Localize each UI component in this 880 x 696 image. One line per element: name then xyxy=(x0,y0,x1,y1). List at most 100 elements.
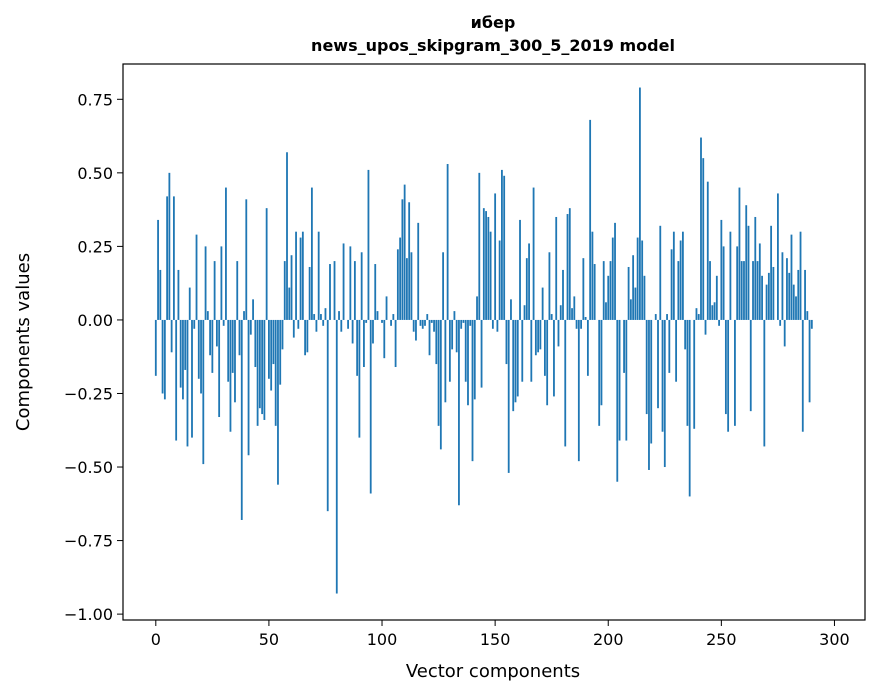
bar xyxy=(605,302,607,320)
bar xyxy=(491,319,494,329)
bar xyxy=(600,319,603,406)
plot-area-frame xyxy=(122,63,866,621)
bar xyxy=(351,319,354,344)
bar xyxy=(797,269,800,320)
bar xyxy=(489,231,492,320)
bar xyxy=(442,252,445,320)
bar xyxy=(598,319,601,426)
bar xyxy=(320,314,322,320)
bar xyxy=(639,87,641,320)
bar xyxy=(322,319,325,326)
y-tick-label: 0.50 xyxy=(77,164,113,183)
bar xyxy=(722,246,725,320)
bar xyxy=(496,319,499,332)
bar xyxy=(184,319,187,370)
bar xyxy=(650,319,653,444)
bar xyxy=(695,308,698,320)
bar xyxy=(326,319,329,512)
bar xyxy=(209,319,211,356)
bar xyxy=(313,314,316,320)
bar xyxy=(177,269,180,320)
bar xyxy=(530,319,533,382)
bar xyxy=(623,319,625,373)
bar xyxy=(478,172,481,320)
bar xyxy=(213,261,216,320)
bar xyxy=(234,319,236,403)
bar xyxy=(365,319,368,323)
bar xyxy=(272,319,275,365)
bar xyxy=(546,319,549,406)
bar xyxy=(501,169,503,320)
y-ticks: −1.00 −0.75 −0.50 −0.25 0.00 0.25 0.50 0.75 xyxy=(64,90,123,624)
bar xyxy=(163,319,166,400)
bar xyxy=(188,287,191,320)
bar xyxy=(747,225,750,320)
bar xyxy=(159,269,162,320)
bar xyxy=(277,319,279,485)
bar xyxy=(247,319,250,456)
bar xyxy=(261,319,264,415)
bar xyxy=(485,211,487,320)
y-axis-label: Components values xyxy=(13,253,34,431)
bar xyxy=(591,231,594,320)
y-tick-label: −0.75 xyxy=(64,532,113,551)
bar xyxy=(618,319,621,441)
bar xyxy=(627,266,630,320)
bar xyxy=(279,319,282,385)
bar xyxy=(670,249,673,320)
bar xyxy=(231,319,234,373)
bar xyxy=(329,264,331,320)
bar xyxy=(301,231,304,320)
y-tick-label: 0.25 xyxy=(77,237,113,256)
bar xyxy=(519,219,521,320)
bar xyxy=(182,319,184,400)
bar xyxy=(460,319,463,329)
bar xyxy=(648,319,650,470)
y-tick-label: −1.00 xyxy=(64,605,113,624)
bar xyxy=(360,252,363,320)
bar xyxy=(758,243,761,320)
bar xyxy=(801,319,804,432)
bar xyxy=(310,187,313,320)
bar xyxy=(421,319,424,329)
bar xyxy=(419,319,422,326)
bar xyxy=(476,296,478,320)
bar xyxy=(715,275,718,320)
bar xyxy=(317,231,320,320)
bar xyxy=(781,252,784,320)
bar xyxy=(222,319,225,326)
bar xyxy=(553,319,555,397)
bar xyxy=(335,319,338,594)
bar xyxy=(200,319,202,394)
bar xyxy=(654,314,657,320)
x-axis-label: Vector components xyxy=(406,661,580,682)
bar xyxy=(641,240,644,320)
bar xyxy=(582,258,585,320)
bar xyxy=(252,299,254,320)
bar xyxy=(602,261,605,320)
bar xyxy=(799,231,802,320)
bar xyxy=(435,319,438,365)
bar xyxy=(469,319,472,326)
bar xyxy=(505,319,508,365)
bar xyxy=(172,196,175,320)
bar xyxy=(709,261,711,320)
bar xyxy=(573,296,576,320)
bar xyxy=(720,219,723,320)
bar xyxy=(204,246,207,320)
bar xyxy=(290,255,293,320)
bar xyxy=(439,319,442,450)
bar xyxy=(677,261,680,320)
bar xyxy=(738,187,741,320)
bar xyxy=(254,319,257,368)
bar xyxy=(697,314,700,320)
bar xyxy=(270,319,273,391)
bar xyxy=(632,255,635,320)
bar xyxy=(358,319,361,438)
bar xyxy=(356,319,359,376)
bar xyxy=(557,319,560,347)
bar xyxy=(521,319,524,382)
bar xyxy=(451,319,454,350)
bar xyxy=(249,319,252,335)
bar xyxy=(629,299,632,320)
